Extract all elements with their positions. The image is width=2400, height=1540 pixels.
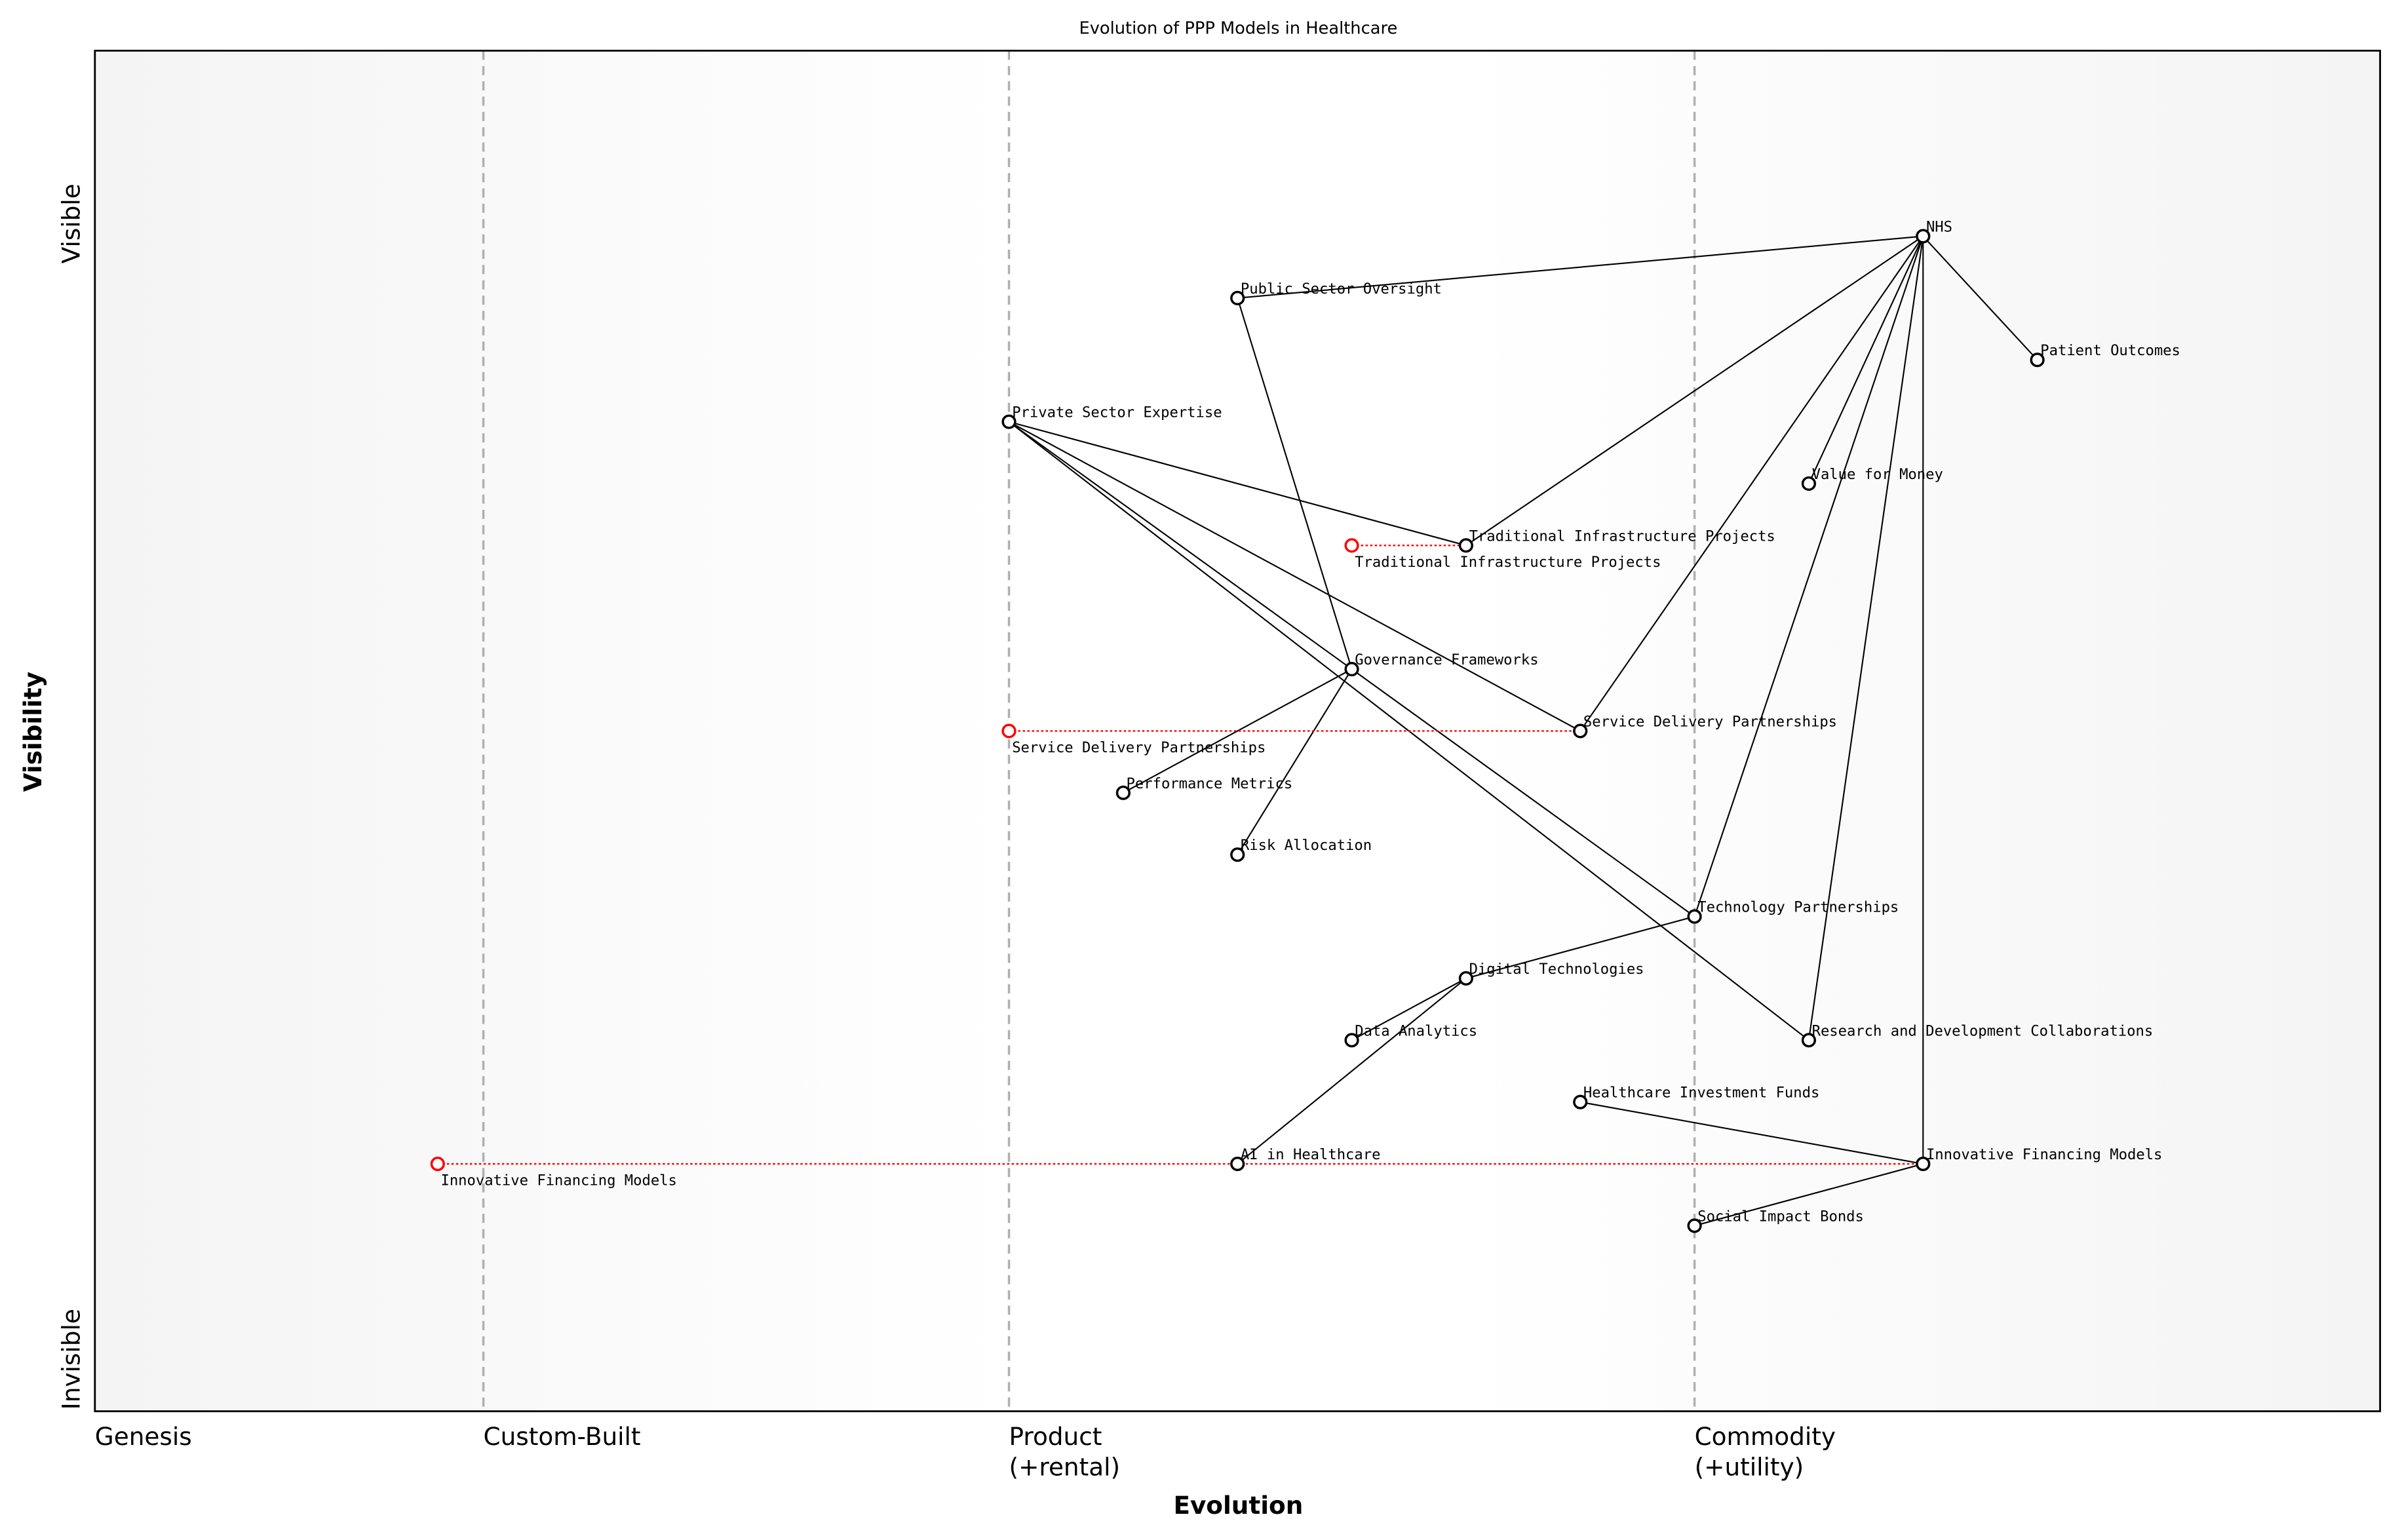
dependency-edge xyxy=(1465,235,1924,547)
component-label: Public Sector Oversight xyxy=(1241,280,1442,298)
dependency-edge xyxy=(1123,668,1353,794)
dependency-edge xyxy=(1009,421,1581,732)
dependency-edge xyxy=(1808,236,1924,484)
component-label: Performance Metrics xyxy=(1127,775,1293,792)
stage-label: Commodity xyxy=(1695,1422,1836,1451)
component-label: Patient Outcomes xyxy=(2040,342,2180,359)
component-label: Innovative Financing Models xyxy=(1926,1146,2162,1163)
evolution-label: Service Delivery Partnerships xyxy=(1012,739,1266,756)
dependency-edge xyxy=(1922,235,2038,360)
dependency-edge xyxy=(1694,236,1924,917)
component-label: Traditional Infrastructure Projects xyxy=(1469,528,1775,545)
component-node-tp[interactable] xyxy=(1687,909,1702,924)
component-label: Service Delivery Partnerships xyxy=(1583,713,1837,730)
component-node-pse[interactable] xyxy=(1001,414,1016,429)
component-node-sib[interactable] xyxy=(1687,1218,1702,1233)
y-label-visible: Visible xyxy=(56,183,85,263)
chart-title: Evolution of PPP Models in Healthcare xyxy=(1079,19,1397,39)
dependency-edge xyxy=(1009,421,1467,547)
dependency-edge xyxy=(1237,668,1353,855)
evolution-label: Traditional Infrastructure Projects xyxy=(1355,554,1661,571)
component-node-nhs[interactable] xyxy=(1916,229,1931,244)
evolution-label: Innovative Financing Models xyxy=(440,1172,676,1189)
component-node-vfm[interactable] xyxy=(1801,476,1817,491)
component-node-po[interactable] xyxy=(2030,353,2045,368)
dependency-edge xyxy=(1579,235,1924,732)
stage-label: Custom-Built xyxy=(484,1422,641,1451)
component-label: Healthcare Investment Funds xyxy=(1583,1085,1819,1102)
component-label: Digital Technologies xyxy=(1469,961,1644,978)
component-label: Technology Partnerships xyxy=(1697,899,1899,916)
component-label: Risk Allocation xyxy=(1241,837,1372,854)
component-node-ra[interactable] xyxy=(1230,847,1245,862)
dependency-edge xyxy=(1580,1101,1924,1165)
evolution-origin-node[interactable] xyxy=(1001,723,1016,739)
stage-label: (+rental) xyxy=(1009,1453,1121,1482)
dependency-edge xyxy=(1237,978,1467,1165)
dependency-edge xyxy=(1808,236,1924,1041)
component-label: Value for Money xyxy=(1812,466,1943,483)
stage-label: Product xyxy=(1009,1422,1102,1451)
dependency-edge xyxy=(1237,298,1353,670)
component-node-gov[interactable] xyxy=(1344,661,1359,677)
component-label: Governance Frameworks xyxy=(1355,651,1538,668)
component-node-rd[interactable] xyxy=(1801,1033,1817,1048)
y-axis-label: Visibility xyxy=(18,672,47,792)
component-label: NHS xyxy=(1926,218,1952,235)
component-label: AI in Healthcare xyxy=(1241,1146,1381,1163)
dependency-edge xyxy=(1237,235,1924,299)
stage-label: Genesis xyxy=(95,1422,192,1451)
component-node-pm[interactable] xyxy=(1115,785,1131,800)
x-axis-label: Evolution xyxy=(1173,1491,1303,1520)
component-node-ai[interactable] xyxy=(1230,1156,1245,1172)
y-label-invisible: Invisible xyxy=(56,1309,85,1410)
component-node-hif[interactable] xyxy=(1573,1094,1588,1109)
component-node-ifm[interactable] xyxy=(1916,1156,1931,1172)
component-label: Research and Development Collaborations xyxy=(1812,1022,2154,1039)
plot-frame xyxy=(94,49,2382,1412)
component-node-tip[interactable] xyxy=(1458,538,1473,553)
component-node-da[interactable] xyxy=(1344,1033,1359,1048)
component-node-sdp[interactable] xyxy=(1573,723,1588,739)
dependency-edge xyxy=(1694,1163,1924,1227)
component-node-pso[interactable] xyxy=(1230,290,1245,305)
component-label: Private Sector Expertise xyxy=(1012,404,1222,421)
stage-label: (+utility) xyxy=(1695,1453,1804,1482)
evolution-origin-node[interactable] xyxy=(430,1156,445,1172)
component-label: Data Analytics xyxy=(1355,1022,1477,1039)
dependency-edge xyxy=(1351,978,1467,1041)
dependency-edge xyxy=(1465,915,1695,979)
evolution-origin-node[interactable] xyxy=(1344,538,1359,553)
component-node-dt[interactable] xyxy=(1458,971,1473,986)
component-label: Social Impact Bonds xyxy=(1697,1208,1864,1225)
